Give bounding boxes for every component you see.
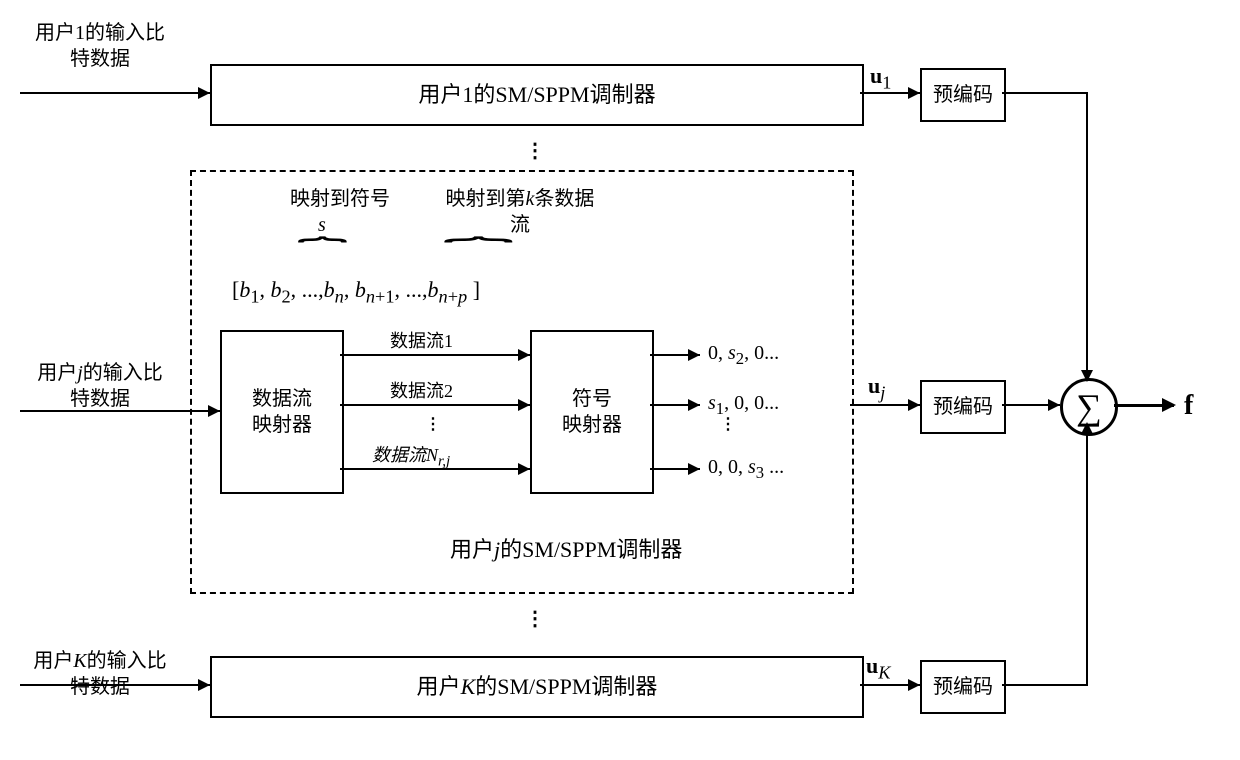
brace-left: ⏞ [297, 238, 347, 270]
s-label: s [318, 212, 326, 238]
sum-node: ∑ [1060, 378, 1118, 436]
arrow [518, 349, 530, 361]
precoder-k: 预编码 [920, 660, 1006, 714]
diagram-canvas: 用户1的输入比特数据 用户1的SM/SPPM调制器 u1 预编码 ⋮ 映射到符号… [20, 20, 1220, 740]
arrow [1048, 399, 1060, 411]
arrow [518, 463, 530, 475]
uj-label: uj [868, 372, 885, 405]
vdots: ⋮ [525, 606, 547, 631]
map-stream-label: 映射到第k条数据流 [415, 186, 625, 238]
line [1086, 92, 1088, 372]
line [340, 404, 530, 406]
uk-label: uK [866, 652, 890, 685]
out1-label: 0, s2, 0... [708, 340, 779, 370]
modulator-1: 用户1的SM/SPPM调制器 [210, 64, 864, 126]
arrow [208, 405, 220, 417]
arrow [688, 349, 700, 361]
line [1002, 92, 1088, 94]
line [20, 92, 210, 94]
arrow [1162, 398, 1176, 412]
stream-mapper: 数据流映射器 [220, 330, 344, 494]
arrow [688, 399, 700, 411]
flow2-label: 数据流2 [390, 380, 453, 403]
line [1086, 432, 1088, 686]
precoder-j: 预编码 [920, 380, 1006, 434]
input-label-j: 用户j的输入比特数据 [20, 360, 180, 412]
bit-vector: [b1, b2, ...,bn, bn+1, ...,bn+p ] [232, 276, 480, 309]
arrow [518, 399, 530, 411]
arrow [198, 87, 210, 99]
symbol-mapper: 符号映射器 [530, 330, 654, 494]
out3-label: 0, 0, s3 ... [708, 454, 784, 484]
map-symbol-label: 映射到符号 [260, 186, 420, 212]
vdots: ⋮ [425, 414, 443, 434]
line [20, 410, 220, 412]
arrow [688, 463, 700, 475]
u1-label: u1 [870, 62, 891, 95]
flowN-label: 数据流Nr,j [372, 444, 450, 472]
input-label-1: 用户1的输入比特数据 [20, 20, 180, 72]
arrow [908, 399, 920, 411]
vdots: ⋮ [525, 138, 547, 163]
input-label-k: 用户K的输入比特数据 [20, 648, 180, 700]
modulator-j-title: 用户j的SM/SPPM调制器 [450, 536, 682, 565]
arrow [908, 679, 920, 691]
out2-label: s1, 0, 0... [708, 390, 779, 420]
line [1002, 684, 1088, 686]
brace-right: ⏞ [443, 238, 514, 270]
arrow [908, 87, 920, 99]
vdots: ⋮ [720, 414, 738, 434]
line [20, 684, 210, 686]
line [340, 354, 530, 356]
flow1-label: 数据流1 [390, 330, 453, 353]
precoder-1: 预编码 [920, 68, 1006, 122]
modulator-k: 用户K的SM/SPPM调制器 [210, 656, 864, 718]
arrow [198, 679, 210, 691]
output-f: f [1184, 388, 1193, 424]
